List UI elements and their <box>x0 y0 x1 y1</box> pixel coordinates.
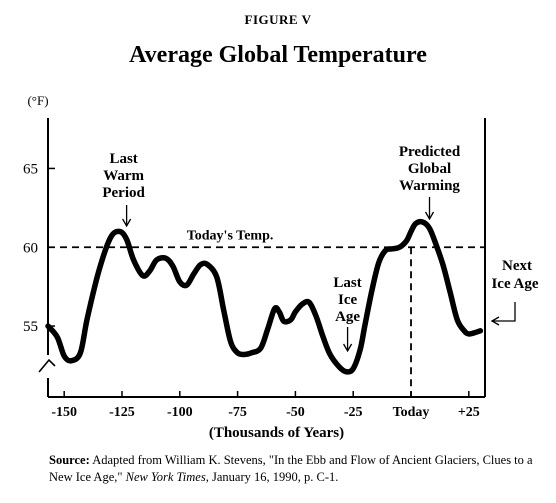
annotation-last-warm-period: Period <box>102 185 145 201</box>
x-tick-label: Today <box>393 405 430 420</box>
x-tick-label: +25 <box>458 405 480 420</box>
arrow-last-ice-age-head <box>343 343 353 353</box>
annotation-predicted-warming: Global <box>408 161 451 177</box>
annotation-last-warm-period: Last <box>109 151 137 167</box>
temperature-series-line <box>45 218 484 375</box>
annotation-next-ice-age: Ice Age <box>491 276 538 292</box>
y-tick-label: 65 <box>23 161 38 177</box>
x-tick-label: -50 <box>286 405 305 420</box>
y-tick-label: 60 <box>23 240 38 256</box>
x-tick-label: -75 <box>228 405 247 420</box>
x-tick-label: -100 <box>167 405 193 420</box>
x-tick-label: -125 <box>109 405 135 420</box>
x-axis-label: (Thousands of Years) <box>209 425 344 441</box>
annotation-last-warm-period: Warm <box>103 168 144 184</box>
annotation-last-ice-age: Age <box>335 309 360 325</box>
source-text: Adapted from William K. Stevens, "In the… <box>49 453 533 484</box>
source-note: Source: Adapted from William K. Stevens,… <box>49 452 539 486</box>
chart-title: Average Global Temperature <box>129 42 427 68</box>
y-tick-label: 55 <box>23 319 38 335</box>
arrow-next-ice-age-head <box>490 316 500 326</box>
todays-temp-label: Today's Temp. <box>187 228 274 243</box>
y-axis-break <box>38 358 56 373</box>
annotation-last-ice-age: Ice <box>338 292 357 308</box>
x-tick-label: -25 <box>344 405 363 420</box>
annotation-next-ice-age: Next <box>502 258 532 274</box>
y-axis-label: (°F) <box>27 93 48 108</box>
x-tick-label: -150 <box>51 405 77 420</box>
arrow-predicted-warming-head <box>424 211 435 221</box>
source-publication: New York Times <box>125 470 206 484</box>
annotation-predicted-warming: Warming <box>399 178 460 194</box>
annotation-predicted-warming: Predicted <box>399 144 461 160</box>
arrow-next-ice-age-shaft <box>492 302 516 322</box>
arrow-last-warm-period-head <box>122 218 132 228</box>
source-label: Source: <box>49 453 90 467</box>
annotation-last-ice-age: Last <box>333 275 361 291</box>
source-text-end: , January 16, 1990, p. C-1. <box>205 470 339 484</box>
figure-label: FIGURE V <box>244 12 312 27</box>
